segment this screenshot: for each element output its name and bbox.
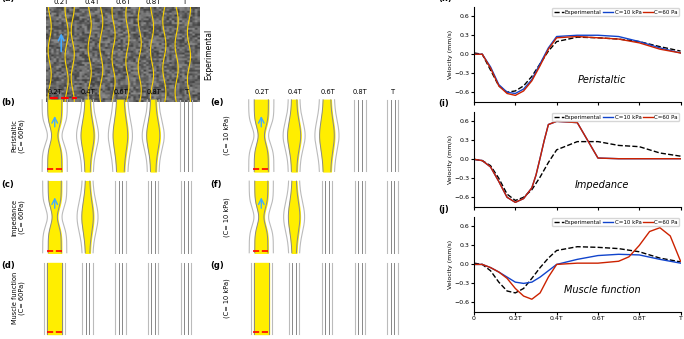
Text: 0.2T: 0.2T	[53, 0, 69, 5]
Text: (a): (a)	[1, 0, 15, 3]
Legend: Experimental, C=10 kPa, C=60 Pa: Experimental, C=10 kPa, C=60 Pa	[552, 218, 679, 226]
Text: 0.8T: 0.8T	[353, 89, 368, 95]
Text: T: T	[391, 89, 395, 95]
Text: (b): (b)	[1, 98, 15, 107]
Text: 0.2T: 0.2T	[48, 89, 63, 95]
Text: (f): (f)	[210, 180, 222, 189]
Text: 0.6T: 0.6T	[320, 89, 335, 95]
Text: Muscle function: Muscle function	[564, 285, 640, 295]
Text: 0.2T: 0.2T	[254, 89, 269, 95]
Text: (C= 10 kPa): (C= 10 kPa)	[223, 197, 230, 237]
Text: T: T	[182, 0, 187, 5]
Text: Impedance
(C= 60Pa): Impedance (C= 60Pa)	[12, 198, 25, 236]
Text: 0.4T: 0.4T	[287, 89, 302, 95]
Text: (c): (c)	[1, 180, 14, 189]
Text: (g): (g)	[210, 261, 224, 270]
Text: 0.4T: 0.4T	[84, 0, 100, 5]
Legend: Experimental, C=10 kPa, C=60 Pa: Experimental, C=10 kPa, C=60 Pa	[552, 8, 679, 16]
Text: 0.8T: 0.8T	[146, 89, 161, 95]
Text: (j): (j)	[438, 204, 449, 214]
Y-axis label: Velocity (mm/s): Velocity (mm/s)	[448, 30, 453, 79]
Text: Peristaltic
(C= 60Pa): Peristaltic (C= 60Pa)	[12, 119, 25, 153]
Y-axis label: Velocity (mm/s): Velocity (mm/s)	[448, 135, 453, 184]
Text: 0.8T: 0.8T	[146, 0, 161, 5]
Text: Muscle function
(C= 60Pa): Muscle function (C= 60Pa)	[12, 272, 25, 324]
Text: 0.6T: 0.6T	[115, 0, 131, 5]
Text: 0.4T: 0.4T	[81, 89, 96, 95]
Text: (C= 10 kPa): (C= 10 kPa)	[223, 278, 230, 318]
Text: (d): (d)	[1, 261, 15, 270]
Text: (C= 10 kPa): (C= 10 kPa)	[223, 116, 230, 156]
Text: (e): (e)	[210, 98, 224, 107]
Text: Peristaltic: Peristaltic	[578, 75, 627, 85]
Legend: Experimental, C=10 kPa, C=60 Pa: Experimental, C=10 kPa, C=60 Pa	[552, 113, 679, 121]
Text: Impedance: Impedance	[575, 180, 629, 190]
Text: T: T	[185, 89, 189, 95]
Y-axis label: Velocity (mm/s): Velocity (mm/s)	[448, 240, 453, 289]
Text: (h): (h)	[438, 0, 451, 3]
Text: 0.6T: 0.6T	[114, 89, 129, 95]
Text: (i): (i)	[438, 99, 449, 108]
Text: Experimental: Experimental	[205, 28, 213, 80]
